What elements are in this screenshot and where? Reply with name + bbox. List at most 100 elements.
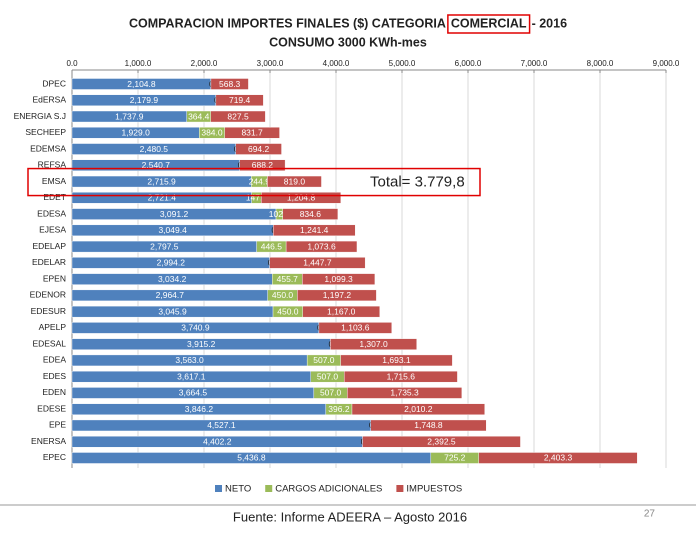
bar-segment (273, 224, 356, 237)
value-label: 2,403.3 (544, 453, 573, 463)
x-tick-label: 6,000.0 (455, 59, 482, 68)
value-label: 3,034.2 (158, 274, 187, 284)
y-tick-label: EDELAR (32, 257, 66, 267)
chart-title-highlight: COMERCIAL (451, 16, 527, 30)
value-label: 3,563.0 (175, 355, 204, 365)
value-label: 3,617.1 (177, 371, 206, 381)
y-tick-label: EDESE (37, 403, 66, 413)
value-label: 3,045.9 (158, 306, 187, 316)
value-label: 688.2 (252, 160, 274, 170)
bar-segment (239, 159, 286, 172)
y-tick-label: DPEC (42, 78, 66, 88)
y-tick-label: EMSA (42, 176, 66, 186)
bar-segment (370, 419, 487, 432)
x-tick-label: 8,000.0 (587, 59, 614, 68)
value-label: 2,994.2 (157, 258, 186, 268)
value-label: 3,846.2 (185, 404, 214, 414)
value-label: 1,204.8 (287, 193, 316, 203)
y-tick-label: REFSA (38, 160, 67, 170)
value-label: 2,540.7 (142, 160, 171, 170)
value-label: 1,197.2 (323, 290, 352, 300)
y-tick-label: EPE (49, 420, 66, 430)
bar-segment (215, 94, 264, 106)
value-label: 3,091.2 (160, 209, 189, 219)
bar-segment (261, 192, 342, 204)
value-label: 396.2 (328, 404, 350, 414)
y-tick-label: EDELAP (32, 241, 66, 251)
y-tick-label: EDEMSA (30, 143, 66, 153)
annotation: Total= 3.779,8 (370, 174, 465, 191)
value-label: 2,179.9 (130, 95, 159, 105)
y-tick-label: ENERGIA S.J (14, 111, 66, 121)
value-label: 507.0 (320, 388, 342, 398)
value-label: 2,797.5 (150, 241, 179, 251)
value-label: 1,447.7 (303, 258, 332, 268)
bar-segment (269, 257, 366, 269)
x-tick-label: 5,000.0 (389, 59, 416, 68)
bar-segment (302, 305, 380, 318)
value-label: 827.5 (227, 111, 249, 121)
y-tick-label: EDEN (42, 387, 66, 397)
x-tick-label: 0.0 (66, 59, 78, 68)
bar-segment (285, 240, 358, 253)
value-label: 3,915.2 (187, 339, 216, 349)
bar-segment (297, 289, 377, 302)
bar-segment (351, 403, 485, 415)
chart-title: COMPARACION IMPORTES FINALES ($) CATEGOR… (129, 16, 446, 30)
bar-segment (210, 78, 249, 90)
bar-segment (282, 208, 339, 220)
footer-source: Fuente: Informe ADEERA – Agosto 2016 (233, 509, 467, 524)
chart-title-suffix: - 2016 (532, 16, 567, 30)
value-label: 819.0 (284, 176, 306, 186)
legend-swatch (396, 485, 404, 492)
bar-segment (340, 354, 453, 367)
value-label: 450.0 (277, 306, 299, 316)
value-label: 3,664.5 (179, 388, 208, 398)
y-tick-label: EDENOR (30, 290, 66, 300)
x-tick-label: 7,000.0 (521, 59, 548, 68)
value-label: 1,073.6 (307, 241, 336, 251)
value-label: 5,436.8 (237, 453, 266, 463)
value-label: 2,010.2 (404, 404, 433, 414)
value-label: 1,099.3 (324, 274, 353, 284)
value-label: 147.0 (246, 193, 268, 203)
bar-segment (235, 143, 282, 155)
value-label: 450.0 (272, 290, 294, 300)
value-label: 507.0 (313, 355, 335, 365)
value-label: 384.0 (201, 128, 223, 138)
x-tick-label: 2,000.0 (191, 59, 218, 68)
value-label: 102.7 (269, 209, 291, 219)
x-tick-label: 9,000.0 (653, 59, 680, 68)
bar-segment (210, 110, 266, 123)
bar-segment (267, 175, 322, 188)
value-label: 831.7 (241, 128, 263, 138)
x-tick-label: 3,000.0 (257, 59, 284, 68)
value-label: 1,737.9 (115, 111, 144, 121)
highlight-box (447, 14, 531, 34)
legend-swatch (265, 485, 273, 492)
chart-subtitle: CONSUMO 3000 KWh-mes (269, 35, 427, 49)
value-label: 2,964.7 (156, 290, 185, 300)
bar-segment (318, 322, 392, 334)
y-tick-label: EPEN (43, 273, 66, 283)
page-number: 27 (644, 509, 656, 520)
value-label: 1,715.6 (387, 371, 416, 381)
bar-segment (330, 338, 417, 350)
value-label: 455.7 (277, 274, 299, 284)
legend-label: NETO (225, 484, 251, 495)
y-tick-label: EDET (43, 192, 66, 202)
value-label: 1,307.0 (359, 339, 388, 349)
y-tick-label: APELP (39, 322, 67, 332)
value-label: 364.4 (188, 111, 210, 121)
value-label: 507.0 (317, 371, 339, 381)
value-label: 4,527.1 (207, 420, 236, 430)
value-label: 1,693.1 (382, 355, 411, 365)
bar-segment (302, 273, 376, 285)
legend-label: CARGOS ADICIONALES (275, 484, 382, 495)
value-label: 694.2 (248, 144, 270, 154)
legend-label: IMPUESTOS (406, 484, 462, 495)
y-tick-label: SECHEEP (25, 127, 66, 137)
bar-segment (478, 452, 638, 464)
bar-segment (347, 387, 463, 399)
value-label: 4,402.2 (203, 436, 232, 446)
